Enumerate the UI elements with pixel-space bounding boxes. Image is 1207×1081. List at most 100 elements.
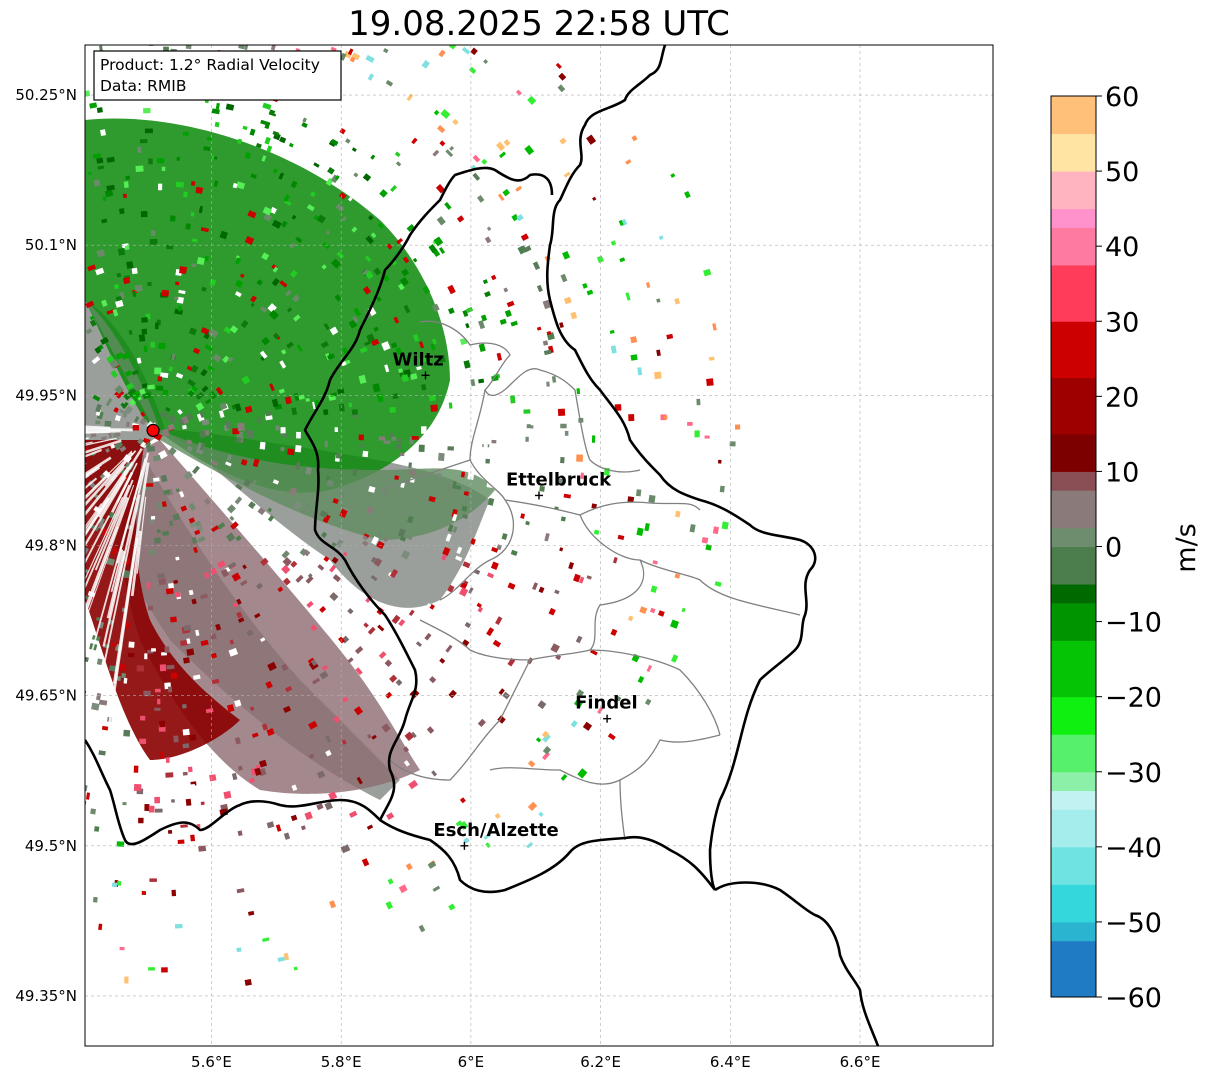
echo-pixel [85, 436, 86, 444]
city-wiltz[interactable]: Wiltz [393, 349, 444, 380]
echo-pixel [459, 337, 468, 346]
colorbar-band [1051, 903, 1096, 923]
echo-pixel [485, 842, 491, 848]
echo-pixel [593, 529, 600, 535]
radar-site-marker[interactable] [146, 423, 160, 437]
echo-pixel [520, 513, 526, 519]
echo-pixel [183, 191, 188, 198]
echo-pixel [455, 820, 463, 827]
echo-pixel [139, 138, 148, 144]
echo-pixel [671, 654, 679, 663]
echo-pixel [194, 529, 201, 536]
echo-pixel [355, 667, 363, 676]
echo-pixel [363, 622, 369, 628]
echo-pixel [435, 267, 442, 274]
echo-pixel [90, 808, 97, 815]
echo-pixel [441, 554, 447, 561]
echo-pixel [568, 562, 575, 570]
echo-pixel [543, 349, 552, 356]
echo-pixel [349, 56, 356, 63]
echo-pixel [323, 568, 332, 577]
echo-pixel [490, 274, 497, 281]
echo-pixel [428, 244, 438, 254]
echo-pixel [136, 357, 142, 364]
echo-pixel [558, 72, 567, 81]
echo-pixel [610, 345, 617, 354]
echo-pixel [244, 405, 253, 414]
echo-pixel [327, 353, 336, 361]
echo-pixel [328, 791, 338, 801]
city-esch-alzette[interactable]: Esch/Alzette [433, 820, 559, 850]
echo-pixel [377, 624, 385, 632]
echo-pixel [576, 388, 581, 395]
echo-dropout-ray [0, 402, 31, 419]
echo-pixel [372, 383, 381, 393]
echo-pixel [383, 440, 391, 445]
echo-pixel [360, 444, 364, 448]
echo-pixel [131, 369, 140, 376]
echo-pixel [496, 141, 506, 152]
echo-pixel [124, 245, 130, 250]
lon-tick-label: 5.6°E [191, 1053, 232, 1071]
echo-pixel [701, 536, 709, 544]
echo-pixel [295, 236, 303, 243]
echo-pixel [94, 826, 100, 832]
echo-pixel [237, 765, 243, 771]
echo-pixel [281, 220, 288, 228]
echo-pixel [470, 47, 478, 56]
echo-pixel [442, 546, 451, 556]
echo-pixel [291, 784, 298, 791]
echo-dropout-ray [0, 414, 62, 425]
city-ettelbruck[interactable]: Ettelbruck [506, 469, 612, 500]
echo-pixel [271, 219, 282, 229]
echo-pixel [106, 309, 115, 315]
echo-pixel [267, 661, 277, 672]
echo-pixel [186, 439, 193, 445]
echo-pixel [251, 732, 259, 738]
echo-pixel [89, 315, 95, 321]
echo-pixel [544, 533, 550, 542]
echo-pixel [486, 627, 495, 637]
echo-pixel [321, 531, 328, 538]
echo-pixel [272, 130, 280, 137]
echo-pixel [123, 393, 131, 401]
echo-pixel [648, 494, 656, 503]
echo-pixel [628, 414, 635, 422]
echo-pixel [101, 436, 107, 441]
echo-pixel [646, 664, 653, 673]
echo-pixel [368, 486, 376, 493]
echo-pixel [251, 479, 257, 486]
echo-pixel [200, 368, 208, 377]
echo-pixel [111, 642, 117, 647]
echo-pixel [560, 457, 565, 464]
echo-pixel [619, 257, 626, 263]
city-findel[interactable]: Findel [575, 693, 638, 723]
echo-pixel [494, 812, 501, 820]
echo-pixel [497, 193, 505, 202]
echo-pixel [95, 420, 101, 425]
echo-pixel [121, 401, 129, 409]
echo-pixel [161, 967, 168, 973]
echo-pixel [546, 381, 550, 387]
echo-pixel [317, 564, 325, 571]
echo-pixel [200, 593, 208, 600]
echo-dropout-ray [85, 503, 102, 528]
echo-pixel [163, 489, 171, 496]
echo-pixel [509, 395, 516, 404]
colorbar-tick-label: 0 [1105, 533, 1122, 564]
echo-pixel [373, 267, 382, 276]
echo-pixel [555, 62, 562, 69]
echo-pixel [345, 138, 351, 144]
echo-pixel [377, 532, 383, 538]
echo-pixel [483, 59, 489, 64]
echo-pixel [186, 638, 191, 644]
echo-pixel [139, 417, 147, 426]
echo-dropout-ray [0, 419, 68, 425]
echo-pixel [438, 246, 446, 255]
echo-pixel [281, 663, 289, 672]
echo-dropout-ray [85, 465, 126, 517]
echo-pixel [575, 635, 583, 644]
echo-pixel [112, 882, 118, 888]
echo-pixel [373, 326, 379, 332]
echo-pixel [712, 526, 720, 535]
